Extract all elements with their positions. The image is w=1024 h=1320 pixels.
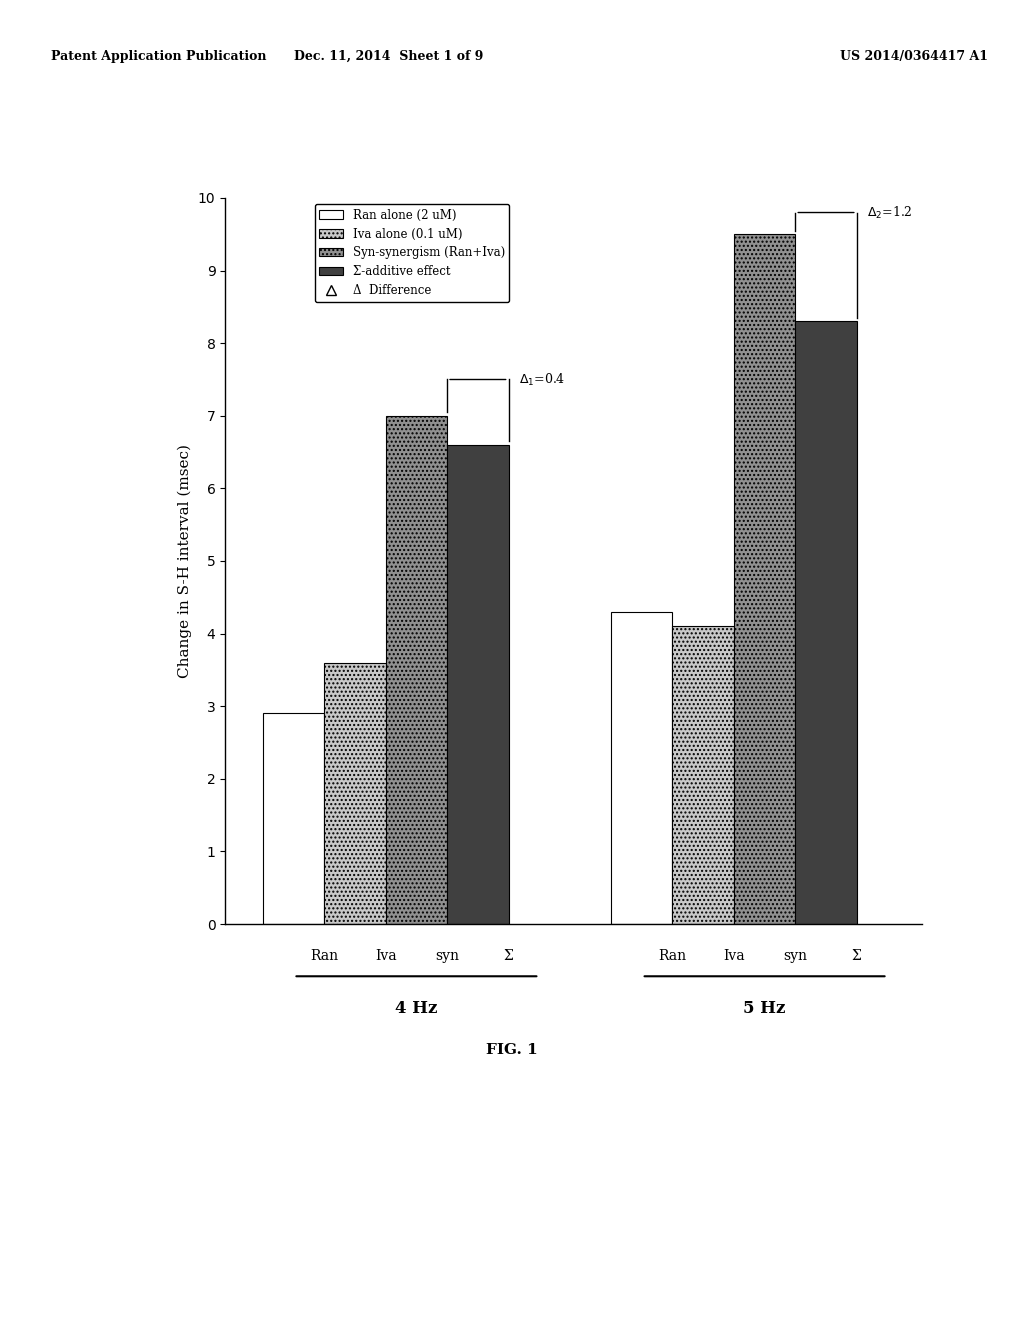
Bar (447, 445, 509, 924)
Text: Patent Application Publication: Patent Application Publication (51, 50, 266, 63)
Y-axis label: Change in S-H interval (msec): Change in S-H interval (msec) (178, 444, 193, 678)
Text: Σ: Σ (504, 949, 513, 964)
Text: US 2014/0364417 A1: US 2014/0364417 A1 (840, 50, 988, 63)
Text: $\Delta_1$=0.4: $\Delta_1$=0.4 (519, 371, 565, 388)
Text: syn: syn (783, 949, 807, 964)
Text: Iva: Iva (375, 949, 396, 964)
Text: Iva: Iva (723, 949, 744, 964)
Bar (611, 611, 673, 924)
Text: syn: syn (435, 949, 459, 964)
Text: FIG. 1: FIG. 1 (486, 1043, 538, 1057)
Text: 4 Hz: 4 Hz (395, 1001, 437, 1018)
Text: Dec. 11, 2014  Sheet 1 of 9: Dec. 11, 2014 Sheet 1 of 9 (295, 50, 483, 63)
Bar (263, 713, 325, 924)
Text: Ran: Ran (658, 949, 686, 964)
Bar (325, 663, 386, 924)
Bar (386, 416, 447, 924)
Bar (796, 321, 857, 924)
Legend: Ran alone (2 uM), Iva alone (0.1 uM), Syn-synergism (Ran+Iva), Σ-additive effect: Ran alone (2 uM), Iva alone (0.1 uM), Sy… (314, 203, 510, 302)
Text: $\Delta_2$=1.2: $\Delta_2$=1.2 (867, 205, 912, 220)
Text: 5 Hz: 5 Hz (743, 1001, 785, 1018)
Bar (673, 626, 734, 924)
Text: Ran: Ran (310, 949, 338, 964)
Text: Σ: Σ (852, 949, 861, 964)
Bar (734, 234, 796, 924)
